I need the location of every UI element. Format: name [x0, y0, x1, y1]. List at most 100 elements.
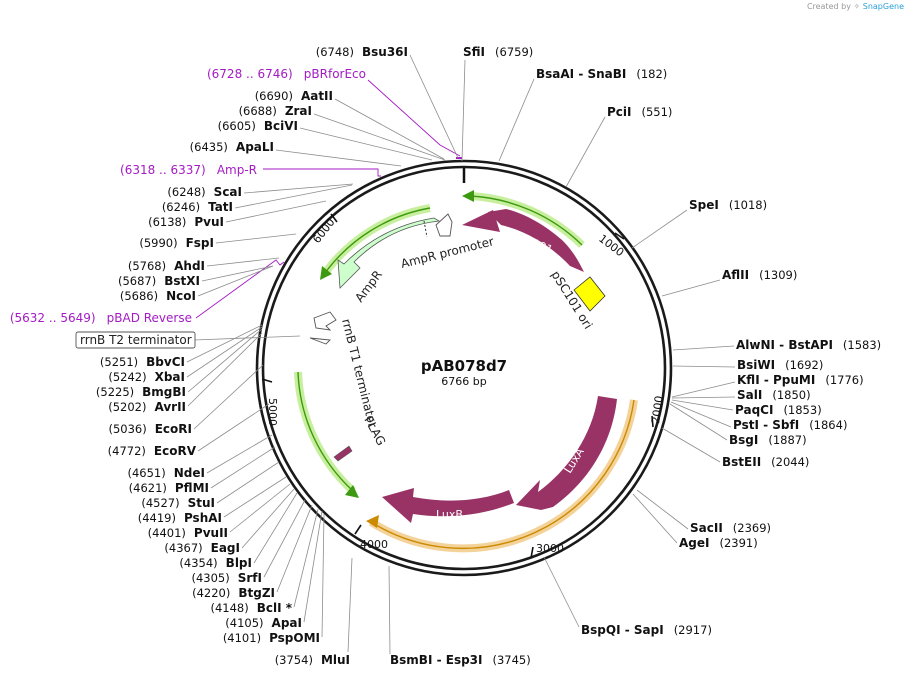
enzyme-name: BstEII — [722, 455, 761, 469]
enzyme-leader-right-16 — [543, 556, 580, 628]
enzyme-site-label[interactable]: (5202) AvrII — [108, 400, 186, 414]
enzyme-site-position: (4651) — [128, 466, 166, 480]
enzyme-site-label[interactable]: BsaAI - SnaBI (182) — [536, 67, 667, 81]
flag-feature[interactable] — [333, 445, 353, 462]
primer-ampr-range: (6318 .. 6337) — [120, 163, 206, 177]
rrnb-t1-terminator-feature[interactable] — [313, 311, 337, 331]
primer-pbrforeco-range: (6728 .. 6746) — [207, 67, 293, 81]
enzyme-site-label[interactable]: (4101) PspOMI — [223, 631, 320, 645]
enzyme-leader-right-6 — [672, 345, 735, 351]
enzyme-site-label[interactable]: AflII (1309) — [722, 268, 797, 282]
enzyme-site-label[interactable]: BsmBI - Esp3I (3745) — [390, 653, 531, 667]
enzyme-site-label[interactable]: (4419) PshAI — [138, 511, 222, 525]
luxa-feature[interactable] — [516, 396, 617, 510]
enzyme-site-label[interactable]: BstEII (2044) — [722, 455, 809, 469]
enzyme-leader-left-17 — [206, 434, 273, 474]
enzyme-name: BstXI — [164, 274, 200, 288]
enzyme-site-label[interactable]: (5687) BstXI — [118, 274, 200, 288]
enzyme-site-label[interactable]: BspQI - SapI (2917) — [581, 623, 712, 637]
enzyme-site-label[interactable]: (4651) NdeI — [128, 466, 206, 480]
enzyme-site-label[interactable]: SpeI (1018) — [689, 198, 767, 212]
enzyme-leader-left-2 — [299, 127, 433, 161]
enzyme-leader-left-27 — [303, 510, 323, 623]
enzyme-site-label[interactable]: BsgI (1887) — [729, 433, 807, 447]
enzyme-name: BclI * — [257, 601, 293, 615]
enzyme-site-position: (1692) — [785, 358, 823, 372]
enzyme-site-label[interactable]: (4621) PflMI — [129, 481, 209, 495]
enzyme-site-label[interactable]: (4148) BclI * — [210, 601, 292, 615]
enzyme-name: StuI — [188, 496, 215, 510]
enzyme-site-label[interactable]: (3754) MluI — [275, 653, 350, 667]
enzyme-site-label[interactable]: (4220) BtgZI — [192, 586, 275, 600]
enzyme-site-label[interactable]: (6138) PvuI — [148, 215, 224, 229]
enzyme-name: EagI — [211, 541, 240, 555]
enzyme-site-label[interactable]: (4305) SrfI — [192, 571, 263, 585]
enzyme-site-label[interactable]: (6605) BciVI — [218, 119, 298, 133]
enzyme-leader-right-1 — [461, 59, 466, 162]
terminator-glow-arrowhead — [345, 485, 359, 498]
enzyme-site-label[interactable]: (5036) EcoRI — [108, 422, 192, 436]
tick-1000 — [614, 232, 625, 240]
ampr-feature[interactable] — [337, 217, 441, 289]
enzyme-site-label[interactable]: SacII (2369) — [690, 521, 771, 535]
rep101-feature[interactable] — [488, 209, 584, 272]
luxb-feature[interactable] — [382, 488, 514, 523]
enzyme-site-label[interactable]: (5768) AhdI — [128, 259, 205, 273]
enzyme-site-position: (5225) — [96, 385, 134, 399]
ampr-promoter-feature[interactable] — [435, 213, 453, 237]
enzyme-leader-left-5 — [234, 184, 353, 209]
snapgene-credit: Created by ✧ SnapGene — [807, 2, 904, 11]
enzyme-name: PvuII — [194, 526, 228, 540]
psc101-ori-feature[interactable] — [573, 276, 606, 312]
enzyme-site-label[interactable]: PstI - SbfI (1864) — [733, 418, 847, 432]
enzyme-site-position: (1776) — [825, 373, 863, 387]
enzyme-name: SpeI — [689, 198, 719, 212]
enzyme-site-label[interactable]: (6690) AatII — [255, 89, 333, 103]
enzyme-site-label[interactable]: (4772) EcoRV — [108, 444, 197, 458]
snapgene-logo-icon: ✧ — [853, 2, 861, 11]
enzyme-name: AhdI — [174, 259, 205, 273]
enzyme-site-label[interactable]: AlwNI - BstAPI (1583) — [736, 338, 881, 352]
rrnb-t2-terminator-box[interactable] — [75, 331, 196, 349]
enzyme-site-label[interactable]: (6248) ScaI — [167, 185, 242, 199]
primer-pbad-reverse-name: pBAD Reverse — [107, 311, 192, 325]
enzyme-site-label[interactable]: (6246) TatI — [162, 200, 233, 214]
enzyme-site-label[interactable]: PaqCI (1853) — [735, 403, 822, 417]
enzyme-site-label[interactable]: (6748) Bsu36I — [316, 45, 408, 59]
enzyme-site-label[interactable]: SalI (1850) — [737, 388, 811, 402]
enzyme-site-label[interactable]: (5990) FspI — [139, 236, 214, 250]
enzyme-site-label[interactable]: (5225) BmgBI — [96, 385, 186, 399]
enzyme-site-position: (4621) — [129, 481, 167, 495]
enzyme-site-label[interactable]: PciI (551) — [607, 105, 672, 119]
enzyme-site-label[interactable]: (4105) ApaI — [225, 616, 302, 630]
enzyme-site-label[interactable]: AgeI (2391) — [679, 536, 758, 550]
enzyme-site-label[interactable]: (4354) BlpI — [179, 556, 252, 570]
enzyme-site-label[interactable]: SfiI (6759) — [463, 45, 533, 59]
enzyme-site-position: (6688) — [239, 104, 277, 118]
enzyme-site-label[interactable]: (5242) XbaI — [108, 370, 185, 384]
enzyme-leader-right-0 — [409, 54, 459, 159]
enzyme-site-label[interactable]: (5686) NcoI — [120, 289, 196, 303]
rrnb-t1-terminator-label: rrnB T1 terminator — [339, 317, 380, 429]
enzyme-site-label[interactable]: (5251) BbvCI — [100, 355, 185, 369]
enzyme-site-position: (6690) — [255, 89, 293, 103]
enzyme-site-position: (5242) — [108, 370, 146, 384]
enzyme-site-position: (5687) — [118, 274, 156, 288]
enzyme-site-label[interactable]: (6435) ApaLI — [190, 140, 274, 154]
primer-pbad-reverse-leader — [195, 259, 285, 319]
enzyme-name: BciVI — [264, 119, 298, 133]
enzyme-site-label[interactable]: (4401) PvuII — [148, 526, 228, 540]
enzyme-site-label[interactable]: BsiWI (1692) — [737, 358, 823, 372]
enzyme-site-label[interactable]: (4527) StuI — [141, 496, 215, 510]
enzyme-site-label[interactable]: KflI - PpuMI (1776) — [737, 373, 864, 387]
rrnb-t1-terminator-small-feature — [309, 337, 331, 345]
enzyme-leader-left-24 — [263, 499, 306, 578]
enzyme-site-label[interactable]: (4367) EagI — [164, 541, 240, 555]
enzyme-name: PaqCI — [735, 403, 773, 417]
tick-4000 — [354, 524, 362, 535]
enzyme-leader-right-10 — [671, 399, 734, 411]
enzyme-leader-right-14 — [636, 489, 689, 530]
enzyme-name: AflII — [722, 268, 749, 282]
enzyme-site-label[interactable]: (6688) ZraI — [239, 104, 312, 118]
